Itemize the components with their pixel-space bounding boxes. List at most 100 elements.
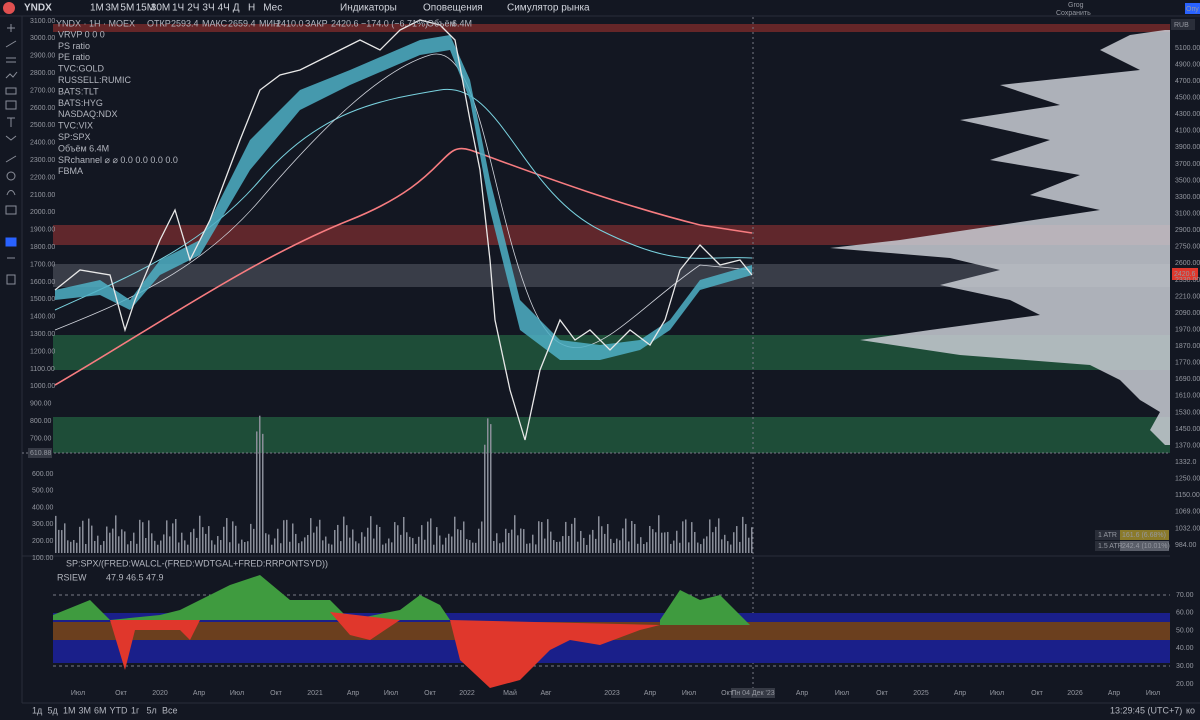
volume-bar bbox=[430, 518, 432, 553]
volume-bar bbox=[694, 531, 696, 553]
legend-field: 2593.4 bbox=[171, 18, 199, 28]
volume-bar bbox=[427, 521, 429, 553]
interval[interactable]: 2Ч bbox=[187, 3, 199, 14]
interval[interactable]: 3М bbox=[105, 3, 119, 14]
right-price-label: 1332.0 bbox=[1175, 459, 1197, 466]
replay-button[interactable]: Симулятор рынка bbox=[507, 3, 590, 14]
legend-field: −174.0 (−6.71%) bbox=[361, 18, 428, 28]
text-tool[interactable] bbox=[7, 117, 15, 127]
favorites-tool[interactable] bbox=[5, 135, 17, 141]
indicator-name[interactable]: NASDAQ:NDX bbox=[58, 109, 118, 119]
publish-button[interactable]: Опу bbox=[1186, 6, 1199, 13]
sub-indicator[interactable]: RSIEW bbox=[57, 572, 87, 582]
range-button[interactable]: 1г bbox=[131, 705, 140, 715]
price-axis bbox=[1170, 17, 1200, 703]
currency-box[interactable] bbox=[1171, 19, 1195, 30]
volume-bar bbox=[292, 523, 294, 553]
indicator-name[interactable]: TVC:VIX bbox=[58, 121, 93, 131]
ma-200 bbox=[54, 147, 753, 386]
time-label: Июл bbox=[230, 690, 244, 697]
range-button[interactable]: 1д bbox=[32, 705, 43, 715]
interval[interactable]: 1М bbox=[90, 3, 104, 14]
volume-bar bbox=[442, 544, 444, 553]
sub-axis-label: 20.00 bbox=[1176, 681, 1194, 688]
volume-bar bbox=[112, 528, 114, 553]
volume-bar bbox=[457, 529, 459, 553]
indicator-name[interactable]: RUSSELL:RUMIC bbox=[58, 75, 132, 85]
time-label: Июл bbox=[835, 690, 849, 697]
volume-bar bbox=[133, 532, 135, 553]
range-button[interactable]: 3М bbox=[79, 705, 92, 715]
magnet-tool[interactable] bbox=[6, 190, 16, 196]
volume-bar bbox=[454, 516, 456, 553]
user-name[interactable]: Grog bbox=[1068, 2, 1084, 9]
indicator-name[interactable]: BATS:TLT bbox=[58, 86, 99, 96]
time-label: Окт bbox=[876, 690, 889, 697]
legend-field: МАКС bbox=[202, 18, 228, 28]
indicators-button[interactable]: Индикаторы bbox=[340, 3, 397, 14]
indicator-name[interactable]: VRVP 0 0 0 bbox=[58, 29, 105, 39]
indicator-name[interactable]: TVC:GOLD bbox=[58, 64, 105, 74]
projection-tool[interactable] bbox=[5, 87, 17, 95]
interval[interactable]: Д bbox=[233, 3, 240, 14]
interval[interactable]: 4Ч bbox=[218, 3, 230, 14]
symbol[interactable]: YNDX bbox=[24, 3, 52, 14]
volume-bar bbox=[160, 540, 162, 553]
range-button[interactable]: 1М bbox=[63, 705, 76, 715]
volume-bar bbox=[397, 525, 399, 553]
interval[interactable]: Мес bbox=[263, 3, 282, 14]
price-label: 2300.00 bbox=[30, 157, 55, 164]
crosshair-tool[interactable] bbox=[7, 24, 15, 32]
interval[interactable]: 15М bbox=[136, 3, 155, 14]
indicator-name[interactable]: BATS:HYG bbox=[58, 98, 103, 108]
price-label: 2600.00 bbox=[30, 105, 55, 112]
volume-bar bbox=[421, 525, 423, 553]
indicator-name[interactable]: SRchannel ⌀ ⌀ 0.0 0.0 0.0 0.0 bbox=[58, 155, 178, 165]
save-button[interactable]: Сохранить bbox=[1056, 10, 1091, 17]
right-price-label: 3900.00 bbox=[1175, 144, 1200, 151]
indicator-name[interactable]: FBMA bbox=[58, 166, 83, 176]
volume-bar bbox=[244, 541, 246, 553]
range-button[interactable]: Все bbox=[162, 705, 178, 715]
indicator-name[interactable]: PE ratio bbox=[58, 52, 90, 62]
avatar[interactable] bbox=[3, 2, 15, 14]
indicator-name[interactable]: PS ratio bbox=[58, 41, 90, 51]
range-button[interactable]: 6М bbox=[94, 705, 107, 715]
price-label: 1400.00 bbox=[30, 314, 55, 321]
volume-bar bbox=[619, 540, 621, 553]
volume-bar bbox=[547, 519, 549, 553]
fib-tool[interactable] bbox=[6, 57, 16, 63]
time-label: Июл bbox=[990, 690, 1004, 697]
ruler-tool[interactable] bbox=[5, 155, 17, 163]
volume-bar bbox=[376, 524, 378, 553]
indicator-name[interactable]: SP:SPX bbox=[58, 132, 91, 142]
volume-bar bbox=[280, 543, 282, 553]
shape-tool[interactable] bbox=[5, 100, 17, 110]
zoom-tool[interactable] bbox=[6, 171, 16, 181]
trash-tool[interactable] bbox=[6, 274, 16, 285]
volume-bar bbox=[472, 542, 474, 553]
alerts-button[interactable]: Оповещения bbox=[423, 3, 483, 14]
publish-bg[interactable] bbox=[1185, 3, 1200, 14]
time-label: Апр bbox=[193, 690, 205, 697]
range-button[interactable]: 5л bbox=[147, 705, 157, 715]
trendline-tool[interactable] bbox=[5, 40, 17, 48]
interval[interactable]: 30М bbox=[151, 3, 170, 14]
bottom-extra[interactable]: ко bbox=[1186, 705, 1195, 715]
interval[interactable]: 1Ч bbox=[172, 3, 184, 14]
pattern-tool[interactable] bbox=[5, 71, 18, 79]
volume-bar bbox=[508, 532, 510, 553]
volume-bar bbox=[445, 537, 447, 553]
interval[interactable]: 3Ч bbox=[202, 3, 214, 14]
volume-bar bbox=[511, 529, 513, 553]
interval[interactable]: Н bbox=[248, 3, 255, 14]
volume-bar bbox=[697, 542, 699, 553]
range-button[interactable]: YTD bbox=[110, 705, 129, 715]
visibility-tool[interactable] bbox=[5, 237, 17, 247]
interval[interactable]: 5М bbox=[120, 3, 134, 14]
indicator-name[interactable]: Объём 6.4M bbox=[58, 143, 109, 153]
range-button[interactable]: 5д bbox=[48, 705, 59, 715]
volume-bar bbox=[370, 516, 372, 553]
currency[interactable]: RUB bbox=[1174, 22, 1189, 29]
lock-tool[interactable] bbox=[5, 205, 17, 215]
